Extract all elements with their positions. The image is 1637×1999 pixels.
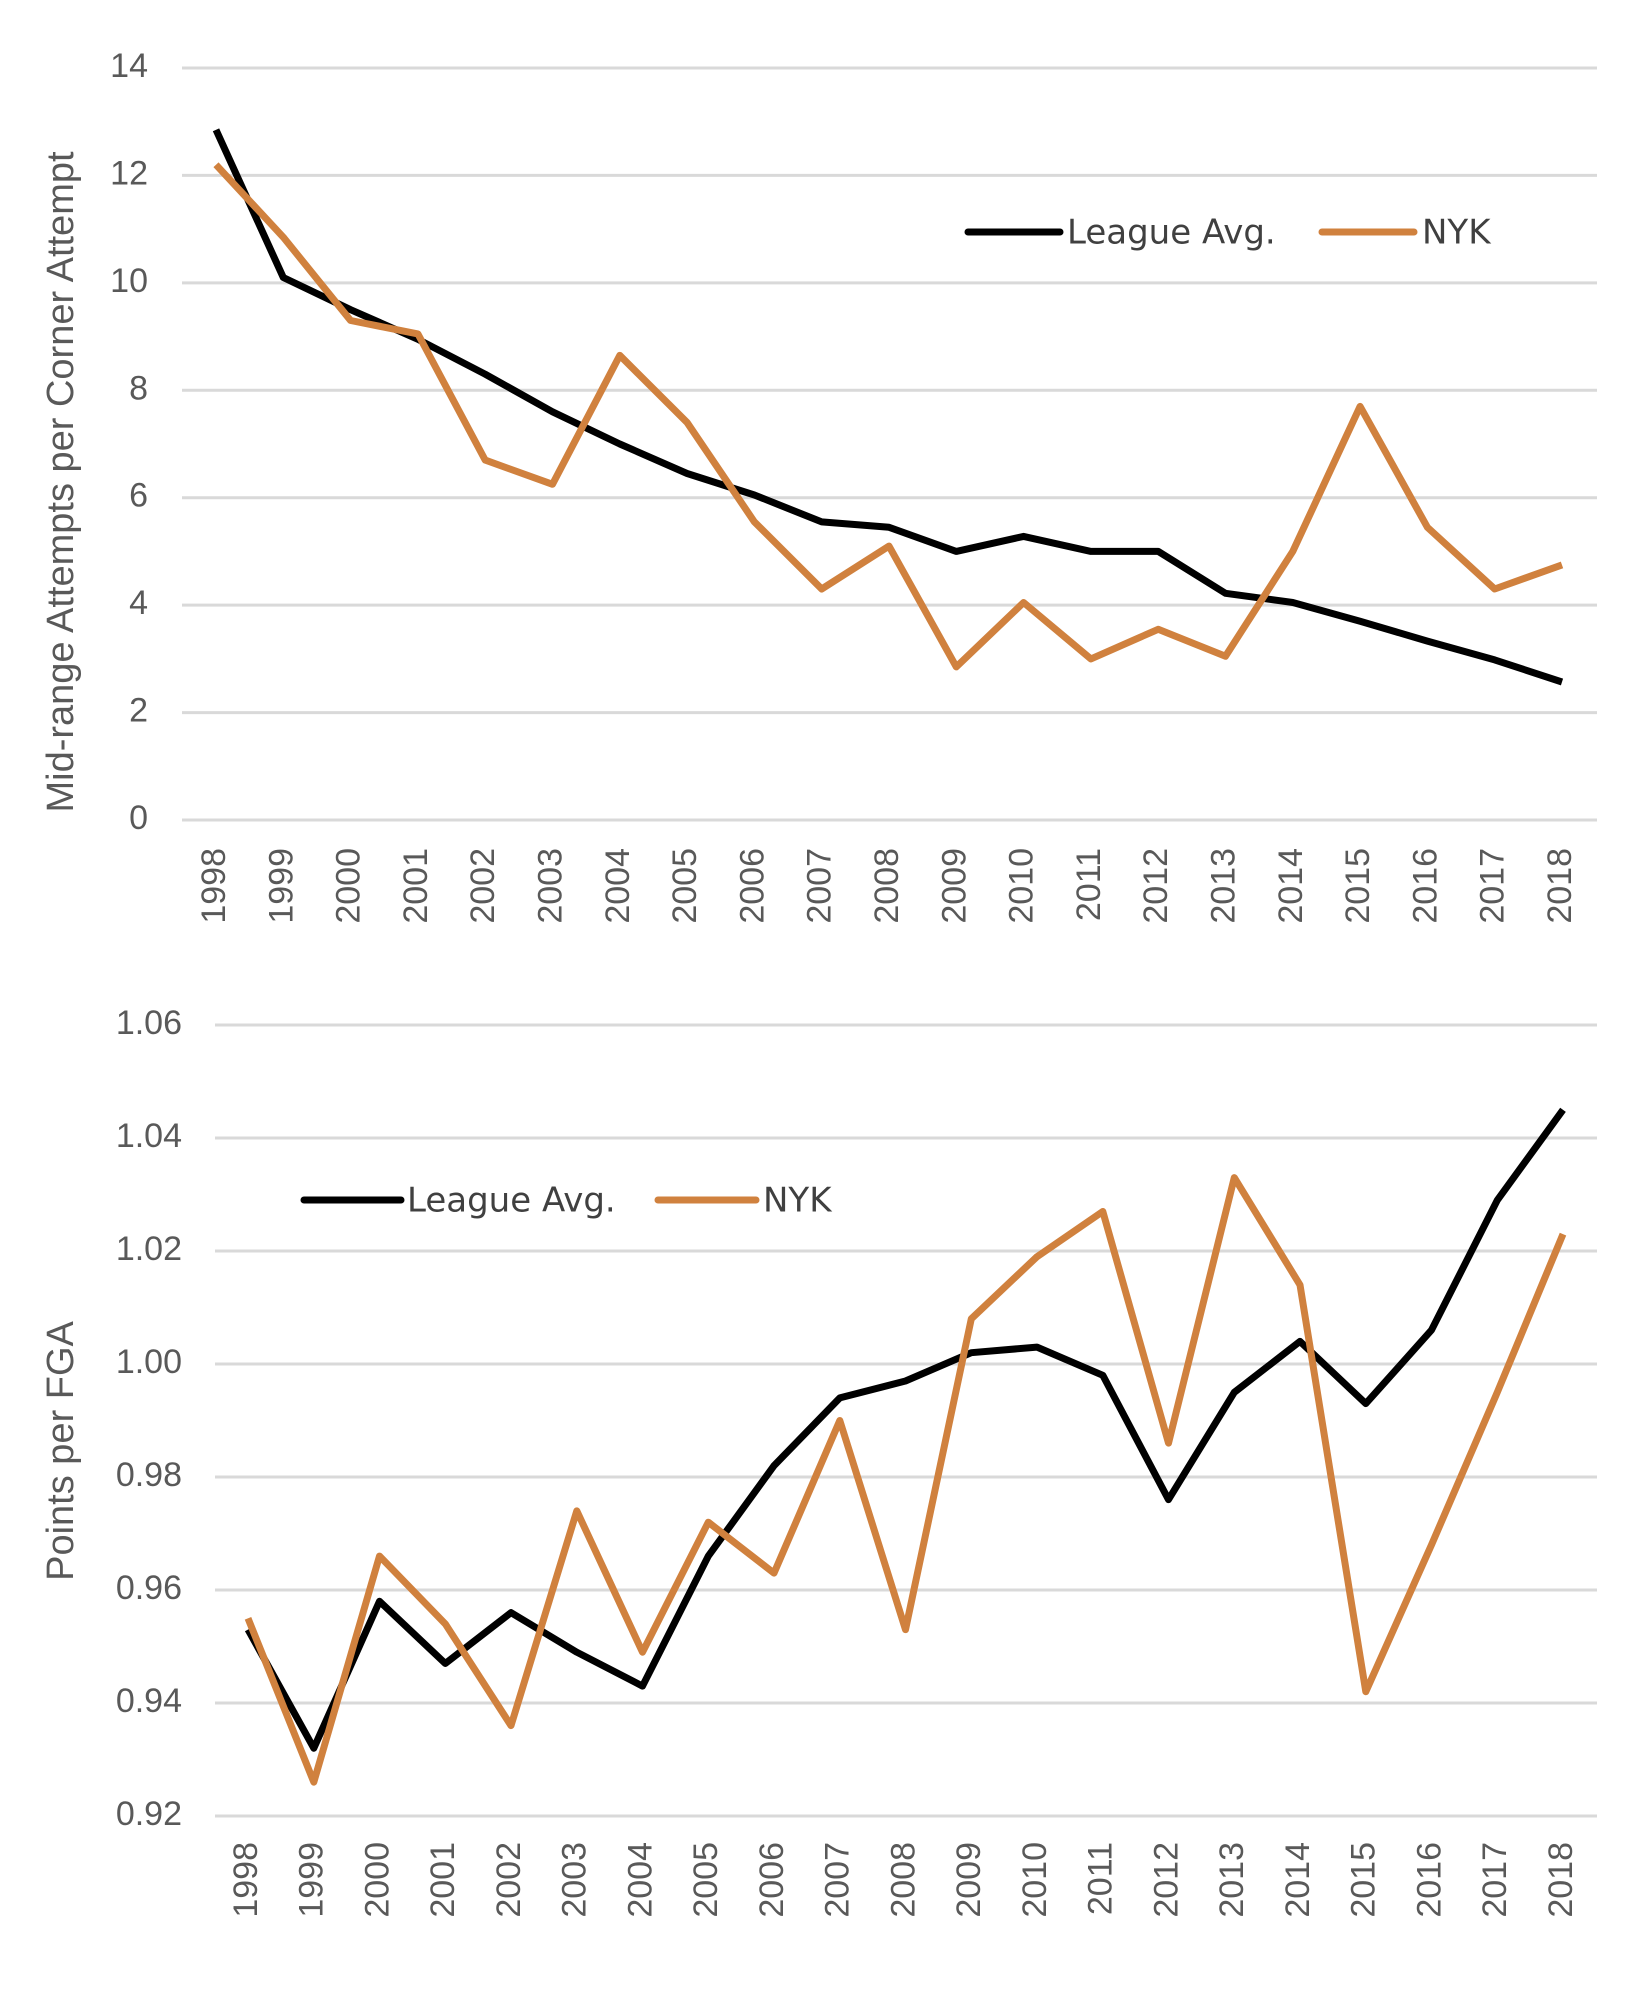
x-tick-label: 2017: [1476, 1842, 1514, 1918]
y-tick-label: 1.00: [116, 1343, 182, 1381]
x-tick-label: 2006: [753, 1842, 791, 1918]
x-tick-label: 2000: [358, 1842, 396, 1918]
x-tick-label: 1999: [262, 848, 300, 924]
series-line-nyk: [244, 1174, 1567, 1786]
y-tick-label: 1.06: [116, 1004, 182, 1042]
x-tick-label: 2005: [687, 1842, 725, 1918]
y-tick-label: 0: [129, 799, 148, 837]
x-tick-label: 2001: [397, 848, 435, 924]
x-tick-label: 2007: [819, 1842, 857, 1918]
legend-label-nyk: NYK: [763, 1181, 833, 1221]
x-tick-labels: 1998 1999 2000 2001 2002 2003 2004 2005 2006 2007…: [195, 848, 1579, 924]
series-line-league-avg: [212, 128, 1564, 686]
x-tick-label: 2003: [531, 848, 569, 924]
x-tick-label: 2017: [1474, 848, 1512, 924]
y-tick-label: 8: [129, 369, 148, 407]
points-per-fga-chart: 0.920.940.960.981.001.021.041.06 1998 199…: [40, 1004, 1597, 1918]
y-tick-label: 0.96: [116, 1569, 182, 1607]
legend-label-league-avg: League Avg.: [407, 1181, 616, 1221]
x-tick-label: 2018: [1542, 1842, 1580, 1918]
y-tick-label: 10: [110, 262, 148, 300]
series-lines: [212, 128, 1564, 686]
legend-label-league-avg: League Avg.: [1067, 213, 1276, 253]
y-axis-title: Points per FGA: [40, 1320, 82, 1580]
x-tick-label: 2008: [884, 1842, 922, 1918]
x-tick-label: 2004: [621, 1842, 659, 1918]
legend: League Avg. NYK: [964, 213, 1492, 253]
x-tick-label: 2013: [1213, 1842, 1251, 1918]
y-tick-label: 0.92: [116, 1795, 182, 1833]
x-tick-label: 2018: [1541, 848, 1579, 924]
x-tick-label: 2012: [1147, 1842, 1185, 1918]
gridlines: [215, 1023, 1597, 1818]
x-tick-label: 2014: [1272, 848, 1310, 924]
series-line-nyk: [213, 162, 1564, 671]
series-line-league-avg: [244, 1107, 1566, 1752]
x-tick-label: 2000: [330, 848, 368, 924]
x-tick-label: 2012: [1137, 848, 1175, 924]
y-tick-label: 1.04: [116, 1117, 182, 1155]
y-tick-label: 4: [129, 584, 148, 622]
y-tick-label: 12: [110, 154, 148, 192]
x-tick-label: 2011: [1082, 1842, 1120, 1915]
x-tick-label: 2014: [1279, 1842, 1317, 1918]
x-tick-label: 2015: [1345, 1842, 1383, 1918]
x-tick-label: 2009: [935, 848, 973, 924]
x-tick-label: 2004: [599, 848, 637, 924]
y-tick-labels: 0.92 0.94 0.96 0.98 1.00 1.02 1.04 1.06: [116, 1004, 182, 1833]
x-tick-label: 2013: [1204, 848, 1242, 924]
mid-range-attempts-chart: 0 2 4 6 8 10 12 14 1998 1999 2000 2001 2002 2003 2004…: [40, 47, 1597, 924]
x-tick-label: 2015: [1339, 848, 1377, 924]
x-tick-label: 2005: [666, 848, 704, 924]
y-tick-label: 14: [110, 47, 148, 85]
x-tick-label: 2010: [1003, 848, 1041, 924]
x-tick-label: 2009: [950, 1842, 988, 1918]
x-tick-label: 2001: [424, 1842, 462, 1918]
y-tick-label: 2: [129, 692, 148, 730]
x-tick-label: 2008: [868, 848, 906, 924]
x-tick-label: 1999: [293, 1842, 331, 1918]
x-tick-label: 2007: [801, 848, 839, 924]
x-tick-label: 2006: [733, 848, 771, 924]
y-tick-labels: 0 2 4 6 8 10 12 14: [110, 47, 148, 837]
x-tick-label: 1998: [227, 1842, 265, 1918]
x-tick-label: 2016: [1410, 1842, 1448, 1918]
x-tick-label: 2011: [1070, 848, 1108, 921]
legend-label-nyk: NYK: [1422, 213, 1492, 253]
x-tick-label: 2002: [490, 1842, 528, 1918]
x-tick-label: 2003: [556, 1842, 594, 1918]
y-axis-title: Mid-range Attempts per Corner Attempt: [40, 151, 82, 813]
x-tick-label: 2016: [1406, 848, 1444, 924]
y-tick-label: 0.94: [116, 1682, 182, 1720]
y-tick-label: 0.98: [116, 1456, 182, 1494]
gridlines: [182, 66, 1597, 822]
x-tick-labels: 1998 1999 2000 2001 2002 2003 2004 2005 2006 2007…: [227, 1842, 1580, 1918]
y-tick-label: 6: [129, 477, 148, 515]
legend: League Avg. NYK: [300, 1181, 833, 1221]
x-tick-label: 2010: [1016, 1842, 1054, 1918]
series-lines: [244, 1107, 1567, 1786]
x-tick-label: 2002: [464, 848, 502, 924]
x-tick-label: 1998: [195, 848, 233, 924]
y-tick-label: 1.02: [116, 1230, 182, 1268]
